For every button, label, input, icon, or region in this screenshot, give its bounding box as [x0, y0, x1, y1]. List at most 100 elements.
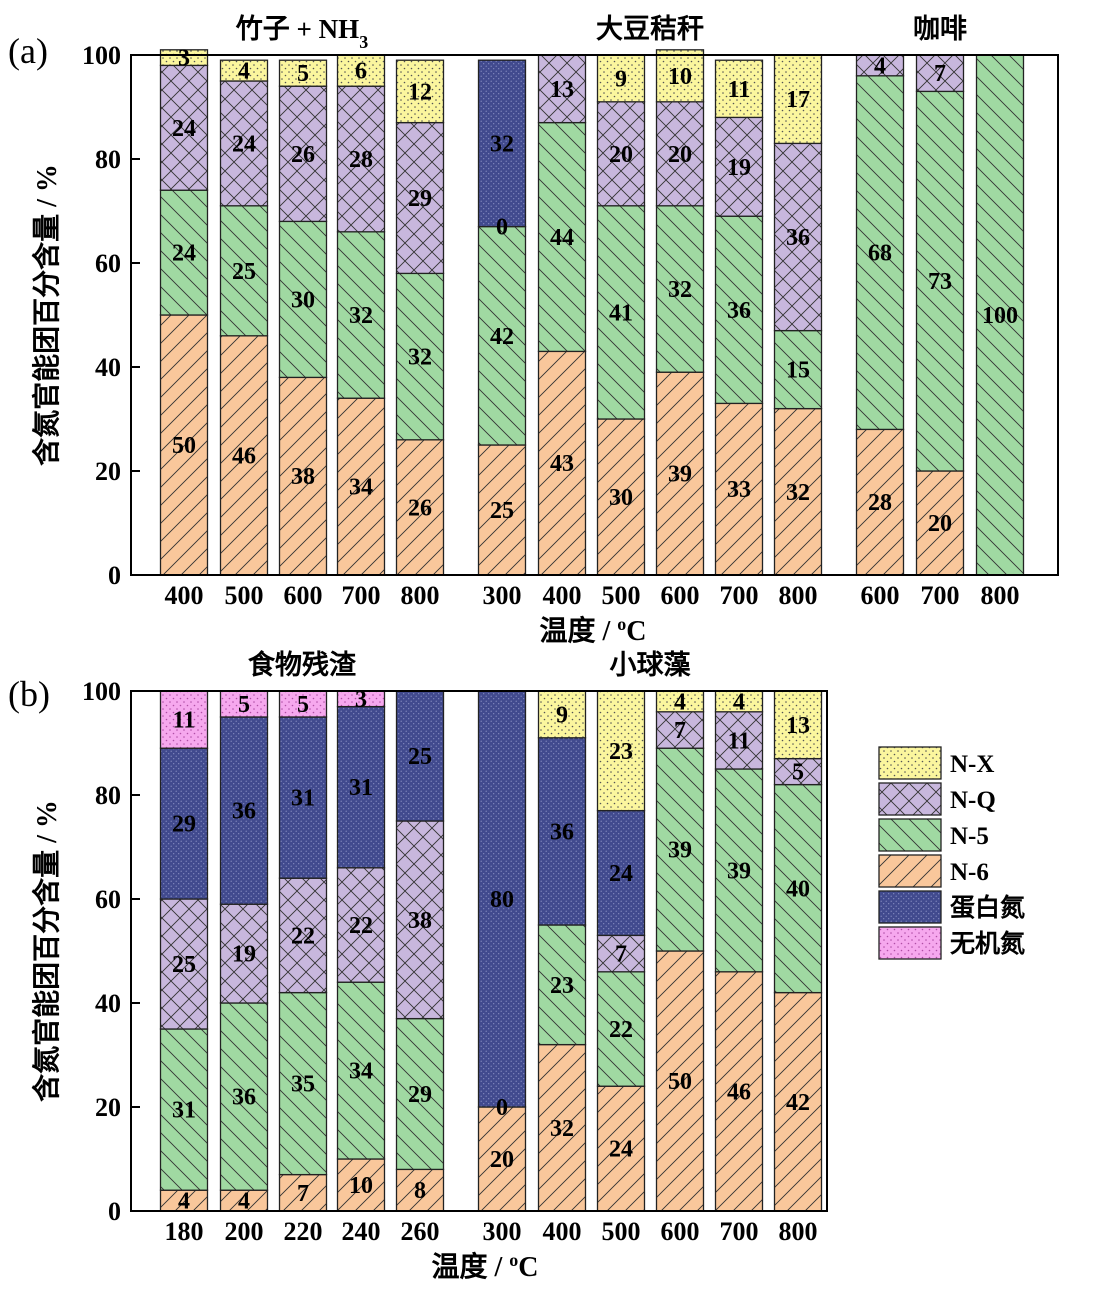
data-label: 20 [490, 1147, 514, 1173]
data-label: 11 [728, 77, 751, 103]
data-label: 31 [172, 1098, 196, 1124]
data-label: 4 [733, 689, 745, 715]
bar-segment-nx [336, 54, 386, 87]
x-tick-label: 220 [284, 1217, 323, 1246]
data-label: 15 [786, 358, 810, 384]
bar-segment-n6 [336, 1158, 386, 1212]
bar-segment-n5 [159, 1028, 209, 1191]
data-label: 32 [349, 303, 373, 329]
bar-segment-nx [395, 59, 445, 124]
x-tick-label: 180 [165, 1217, 204, 1246]
x-tick-label: 800 [981, 581, 1020, 610]
data-label: 50 [668, 1069, 692, 1095]
y-tick-label: 60 [95, 885, 121, 914]
bar-segment-n6 [278, 376, 328, 576]
data-label: 13 [786, 713, 810, 739]
data-label: 30 [609, 485, 633, 511]
group-title-subscript: 3 [359, 32, 368, 52]
bar-segment-n5 [596, 205, 646, 420]
data-label: 25 [490, 498, 514, 524]
data-label: 50 [172, 433, 196, 459]
data-label: 5 [792, 760, 804, 786]
data-label: 7 [934, 61, 946, 87]
bar-segment-n5 [655, 205, 705, 373]
y-tick-label: 40 [95, 989, 121, 1018]
bar-segment-n5 [278, 991, 328, 1176]
data-label: 12 [408, 79, 432, 105]
bar-segment-nq [395, 121, 445, 275]
bar-segment-n5 [537, 121, 587, 353]
x-axis-unit-letter: C [518, 1252, 538, 1283]
bar-segment-nq [773, 757, 823, 786]
panel-label: (a) [8, 31, 48, 71]
bar-segment-nq [655, 101, 705, 207]
bar-segment-nq [336, 867, 386, 983]
data-label: 40 [786, 877, 810, 903]
bar-segment-nx [596, 690, 646, 812]
legend-swatch-nq [878, 782, 942, 816]
panel-label: (b) [8, 674, 50, 714]
data-label: 5 [297, 61, 309, 87]
data-label: 11 [173, 708, 196, 734]
bar-segment-nq [219, 80, 269, 207]
bar-segment-protein [278, 716, 328, 879]
legend-swatch-protein [878, 890, 942, 924]
y-axis-title: 含氮官能团百分含量 / % [30, 800, 63, 1102]
bar-segment-nq [773, 142, 823, 332]
data-label: 31 [349, 775, 373, 801]
data-label: 7 [615, 942, 627, 968]
data-label: 28 [868, 490, 892, 516]
plot-frame [130, 690, 828, 1212]
x-tick-label: 600 [284, 581, 323, 610]
legend-swatch-n5 [878, 818, 942, 852]
bar-segment-nq [714, 116, 764, 217]
legend-swatch-n6 [878, 854, 942, 888]
data-label: 3 [355, 687, 367, 713]
data-label: 36 [786, 225, 810, 251]
bar-segment-nx [714, 59, 764, 119]
data-label: 22 [349, 913, 373, 939]
data-label: 17 [786, 87, 810, 113]
data-label: 28 [349, 147, 373, 173]
data-label: 19 [727, 155, 751, 181]
data-label: 22 [291, 923, 315, 949]
data-label: 25 [408, 744, 432, 770]
y-tick-label: 80 [95, 145, 121, 174]
data-label: 35 [291, 1072, 315, 1098]
legend-label-n6: N-6 [950, 859, 989, 886]
data-label: 39 [727, 858, 751, 884]
panel-b: 4312529114361936573522315103422313829382… [8, 649, 1025, 1283]
data-label: 0 [496, 215, 508, 241]
bar-segment-protein [336, 705, 386, 869]
bar-segment-nq [714, 711, 764, 770]
data-label: 23 [550, 973, 574, 999]
bar-segment-n6 [336, 397, 386, 576]
x-tick-label: 500 [602, 581, 641, 610]
data-label: 43 [550, 451, 574, 477]
x-tick-label: 400 [543, 581, 582, 610]
data-label: 41 [609, 300, 633, 326]
bar-segment-nx [278, 59, 328, 87]
bar-segment-n6 [537, 350, 587, 576]
data-label: 29 [408, 1082, 432, 1108]
data-label: 29 [172, 812, 196, 838]
data-label: 13 [550, 77, 574, 103]
y-tick-label: 60 [95, 249, 121, 278]
data-label: 24 [232, 131, 256, 157]
bar-segment-n5 [773, 329, 823, 410]
legend-label-protein: 蛋白氮 [950, 893, 1025, 922]
data-label: 9 [615, 66, 627, 92]
bar-segment-n6 [773, 407, 823, 576]
y-tick-label: 100 [82, 677, 121, 706]
legend-swatch-inorganic [878, 926, 942, 960]
x-tick-label: 600 [661, 581, 700, 610]
y-tick-label: 80 [95, 781, 121, 810]
data-label: 4 [238, 59, 250, 85]
bar-segment-n6 [477, 1106, 527, 1212]
data-label: 36 [232, 799, 256, 825]
bar-segment-n5 [219, 1002, 269, 1191]
data-label: 38 [408, 908, 432, 934]
data-label: 34 [349, 475, 373, 501]
